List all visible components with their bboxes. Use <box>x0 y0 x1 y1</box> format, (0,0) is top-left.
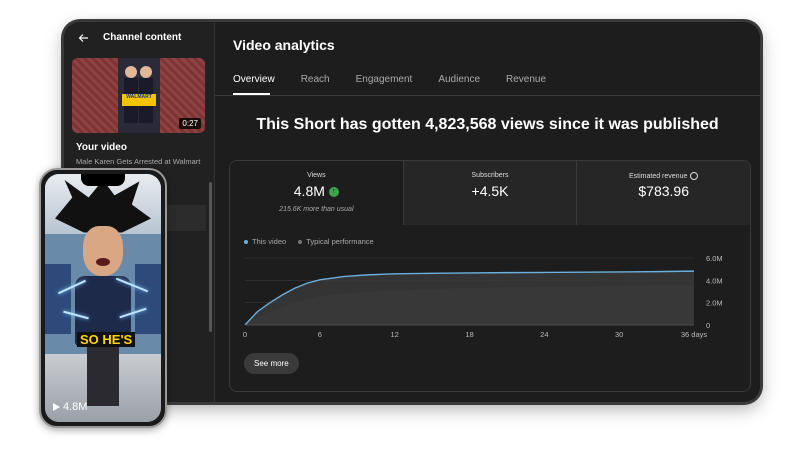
sidebar-header: Channel content <box>78 32 181 43</box>
legend-this-video: This video <box>244 237 286 246</box>
x-tick-label: 6 <box>318 330 322 339</box>
thumbnail-person-head <box>125 66 137 78</box>
play-icon <box>53 403 60 411</box>
face <box>83 226 123 276</box>
metric-value: 4.8M ↑ <box>230 183 403 199</box>
this-video-area <box>245 271 694 325</box>
metrics-row: Views 4.8M ↑ 215.6K more than usual Subsc… <box>230 161 750 225</box>
tab-audience[interactable]: Audience <box>438 74 481 85</box>
views-chart[interactable]: 0 2.0M 4.0M 6.0M 0 6 12 18 24 30 36 days <box>230 161 750 351</box>
short-views: 4.8M <box>53 401 87 413</box>
store-shelf <box>135 264 161 334</box>
up-arrow-icon: ↑ <box>328 187 339 198</box>
sidebar: Channel content WALMART 0:27 Your video … <box>64 22 215 402</box>
x-tick-label: 18 <box>465 330 473 339</box>
store-shelf <box>45 264 71 334</box>
video-duration: 0:27 <box>179 118 201 129</box>
video-caption: SO HE'S <box>77 332 136 347</box>
legs <box>87 346 119 406</box>
metric-revenue[interactable]: Estimated revenue $783.96 <box>577 161 750 225</box>
main-panel: Video analytics Overview Reach Engagemen… <box>215 22 760 402</box>
tab-revenue[interactable]: Revenue <box>506 74 547 85</box>
revenue-label: Estimated revenue <box>628 172 688 180</box>
x-tick-label: 0 <box>243 330 247 339</box>
metric-label: Estimated revenue <box>577 172 750 180</box>
metric-value: +4.5K <box>471 183 509 199</box>
metric-subscribers[interactable]: Subscribers +4.5K <box>403 161 578 225</box>
short-video-screen[interactable]: SO HE'S 4.8M <box>45 174 161 422</box>
x-tick-label: 36 days <box>681 330 708 339</box>
metric-subtext: 215.6K more than usual <box>279 206 354 213</box>
your-video-label: Your video <box>76 142 127 153</box>
tab-divider <box>215 95 760 96</box>
tab-bar: Overview Reach Engagement Audience Reven… <box>233 74 546 85</box>
views-headline: This Short has gotten 4,823,568 views si… <box>256 116 719 133</box>
sidebar-title: Channel content <box>103 32 182 43</box>
y-tick-label: 6.0M <box>706 254 723 263</box>
see-more-button[interactable]: See more <box>244 353 299 374</box>
video-thumbnail[interactable]: WALMART 0:27 <box>72 58 205 133</box>
x-tick-label: 24 <box>540 330 548 339</box>
phone-mockup: SO HE'S 4.8M <box>39 168 167 428</box>
active-tab-indicator <box>233 93 270 95</box>
sidebar-scrollbar[interactable] <box>209 182 212 332</box>
legend-dot-this-video <box>244 240 248 245</box>
legend-typical-label: Typical performance <box>306 237 374 246</box>
views-value: 4.8M <box>293 183 325 199</box>
tab-engagement[interactable]: Engagement <box>355 74 413 85</box>
tab-reach[interactable]: Reach <box>300 74 330 85</box>
clock-icon <box>690 172 699 180</box>
y-tick-label: 4.0M <box>706 276 723 285</box>
page-title: Video analytics <box>233 37 335 53</box>
mouth <box>96 258 110 266</box>
chart-legend: This video Typical performance <box>244 237 374 246</box>
short-views-count: 4.8M <box>63 401 88 413</box>
legend-this-video-label: This video <box>252 237 287 246</box>
thumbnail-person-head <box>140 66 152 78</box>
metric-views[interactable]: Views 4.8M ↑ 215.6K more than usual <box>230 161 404 225</box>
tab-overview[interactable]: Overview <box>233 74 275 85</box>
y-tick-label: 2.0M <box>706 299 723 308</box>
metric-label: Subscribers <box>471 172 509 179</box>
metric-value: $783.96 <box>638 183 689 199</box>
x-tick-label: 30 <box>615 330 623 339</box>
back-arrow-icon[interactable] <box>78 33 89 43</box>
analytics-window: Channel content WALMART 0:27 Your video … <box>64 22 760 402</box>
x-tick-label: 12 <box>390 330 398 339</box>
thumbnail-sign: WALMART <box>122 94 156 106</box>
video-title: Male Karen Gets Arrested at Walmart <box>76 157 201 166</box>
phone-notch <box>81 174 125 186</box>
legend-dot-typical <box>298 240 303 245</box>
legend-typical: Typical performance <box>298 237 374 246</box>
metric-label: Views <box>307 172 326 179</box>
this-video-line <box>244 270 695 326</box>
analytics-card: Views 4.8M ↑ 215.6K more than usual Subsc… <box>229 160 751 392</box>
y-tick-label: 0 <box>706 321 710 330</box>
